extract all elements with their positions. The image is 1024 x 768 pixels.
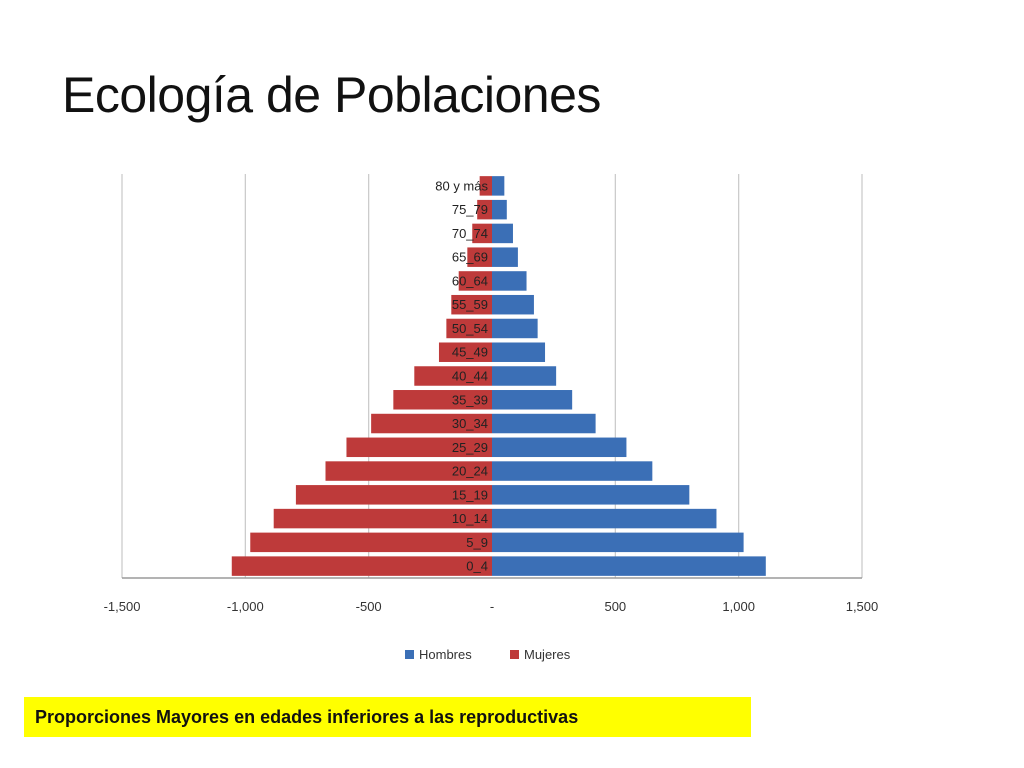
category-label: 40_44 [452, 369, 488, 384]
bar-hombres-16 [492, 556, 766, 576]
bar-mujeres-8 [414, 366, 492, 386]
bar-hombres-0 [492, 176, 505, 196]
bar-hombres-10 [492, 413, 596, 434]
x-tick-label: -1,000 [227, 599, 264, 614]
bar-mujeres-10 [371, 413, 492, 434]
category-label: 55_59 [452, 297, 488, 312]
caption-text: Proporciones Mayores en edades inferiore… [35, 706, 579, 727]
legend-swatch-mujeres [510, 650, 519, 659]
bar-hombres-4 [492, 271, 527, 291]
caption-box: Proporciones Mayores en edades inferiore… [24, 697, 751, 737]
category-label: 35_39 [452, 392, 488, 407]
category-label: 10_14 [452, 511, 488, 526]
grid-lines [121, 174, 863, 579]
bar-mujeres-12 [325, 461, 492, 481]
x-tick-label: 1,000 [722, 599, 755, 614]
category-labels: 80 y más 75_79 70_74 65_69 60_64 55_59 50_54 45… [435, 178, 488, 573]
bar-hombres-11 [492, 437, 627, 458]
bar-mujeres-13 [295, 485, 492, 505]
bar-hombres-5 [492, 294, 534, 315]
legend: Hombres Mujeres [405, 647, 571, 662]
category-label: 15_19 [452, 487, 488, 502]
slide-title: Ecología de Poblaciones [62, 67, 601, 123]
bar-hombres-3 [492, 247, 518, 267]
x-tick-label: - [490, 599, 494, 614]
bar-hombres-2 [492, 223, 513, 244]
x-tick-label: -500 [356, 599, 382, 614]
category-label: 30_34 [452, 416, 488, 431]
category-label: 45_49 [452, 345, 488, 360]
category-label: 5_9 [466, 535, 488, 550]
x-tick-label: 500 [604, 599, 626, 614]
category-label: 70_74 [452, 226, 488, 241]
bar-mujeres-9 [393, 390, 492, 410]
bar-hombres-1 [492, 199, 507, 220]
bar-mujeres-11 [346, 437, 492, 458]
legend-label-hombres: Hombres [419, 647, 472, 662]
bar-mujeres-15 [250, 532, 492, 553]
bar-mujeres-2 [472, 223, 492, 244]
bar-mujeres-14 [273, 508, 492, 529]
category-label: 50_54 [452, 321, 488, 336]
bar-hombres-8 [492, 366, 557, 386]
category-label: 0_4 [466, 559, 488, 574]
bar-hombres-9 [492, 390, 573, 410]
bar-mujeres-5 [451, 294, 492, 315]
bar-mujeres-6 [446, 318, 492, 339]
bar-mujeres-3 [467, 247, 492, 267]
bar-hombres-14 [492, 508, 717, 529]
category-label: 20_24 [452, 464, 488, 479]
bar-hombres-13 [492, 485, 690, 505]
bar-mujeres-16 [231, 556, 492, 576]
bar-hombres-7 [492, 342, 546, 362]
x-tick-label: -1,500 [104, 599, 141, 614]
bar-mujeres-4 [458, 271, 492, 291]
category-label: 25_29 [452, 440, 488, 455]
legend-label-mujeres: Mujeres [524, 647, 571, 662]
bar-hombres-12 [492, 461, 653, 481]
bar-hombres-15 [492, 532, 744, 553]
legend-swatch-hombres [405, 650, 414, 659]
bar-mujeres-7 [438, 342, 492, 362]
x-tick-labels: -1,500 -1,000 -500-500 1,000 1,500 [104, 599, 879, 614]
bar-mujeres-1 [477, 199, 492, 220]
category-label: 75_79 [452, 202, 488, 217]
category-label: 60_64 [452, 273, 488, 288]
category-label: 65_69 [452, 250, 488, 265]
x-tick-label: 1,500 [846, 599, 879, 614]
bars [231, 176, 766, 576]
category-label: 80 y más [435, 178, 488, 193]
bar-hombres-6 [492, 318, 538, 339]
bar-mujeres-0 [479, 176, 492, 196]
